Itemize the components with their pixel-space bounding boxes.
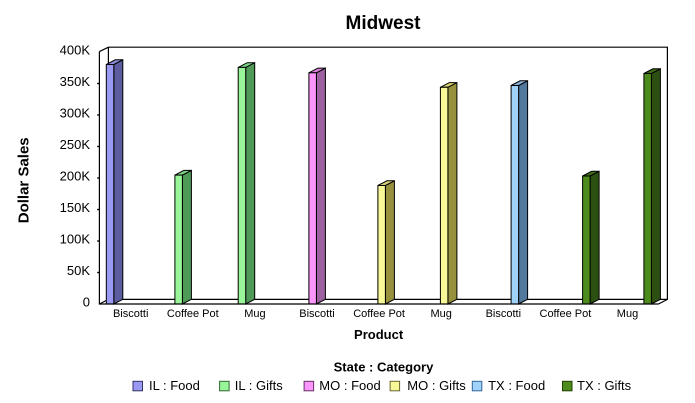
svg-text:350K: 350K bbox=[60, 74, 91, 89]
svg-text:MO : Food: MO : Food bbox=[319, 378, 380, 393]
svg-text:50K: 50K bbox=[67, 263, 90, 278]
svg-text:TX : Food: TX : Food bbox=[488, 378, 545, 393]
svg-text:IL : Gifts: IL : Gifts bbox=[235, 378, 283, 393]
svg-text:IL : Food: IL : Food bbox=[149, 378, 200, 393]
svg-text:Mug: Mug bbox=[244, 308, 265, 320]
svg-text:Coffee Pot: Coffee Pot bbox=[167, 308, 219, 320]
svg-text:Coffee Pot: Coffee Pot bbox=[540, 308, 592, 320]
svg-text:250K: 250K bbox=[60, 137, 91, 152]
svg-text:TX : Gifts: TX : Gifts bbox=[577, 378, 632, 393]
svg-text:Midwest: Midwest bbox=[346, 13, 422, 34]
svg-text:Biscotti: Biscotti bbox=[486, 308, 521, 320]
svg-text:Mug: Mug bbox=[430, 308, 451, 320]
svg-text:100K: 100K bbox=[60, 232, 91, 247]
svg-text:Dollar Sales: Dollar Sales bbox=[15, 137, 32, 223]
svg-text:0: 0 bbox=[83, 295, 90, 310]
svg-text:MO : Gifts: MO : Gifts bbox=[407, 378, 466, 393]
svg-text:400K: 400K bbox=[60, 43, 91, 58]
svg-text:Biscotti: Biscotti bbox=[299, 308, 334, 320]
svg-text:Biscotti: Biscotti bbox=[113, 308, 148, 320]
svg-text:Coffee Pot: Coffee Pot bbox=[353, 308, 405, 320]
svg-text:150K: 150K bbox=[60, 200, 91, 215]
svg-text:State : Category: State : Category bbox=[334, 360, 434, 375]
svg-text:Product: Product bbox=[354, 327, 404, 342]
svg-text:300K: 300K bbox=[60, 106, 91, 121]
svg-text:Mug: Mug bbox=[617, 308, 638, 320]
svg-text:200K: 200K bbox=[60, 169, 91, 184]
